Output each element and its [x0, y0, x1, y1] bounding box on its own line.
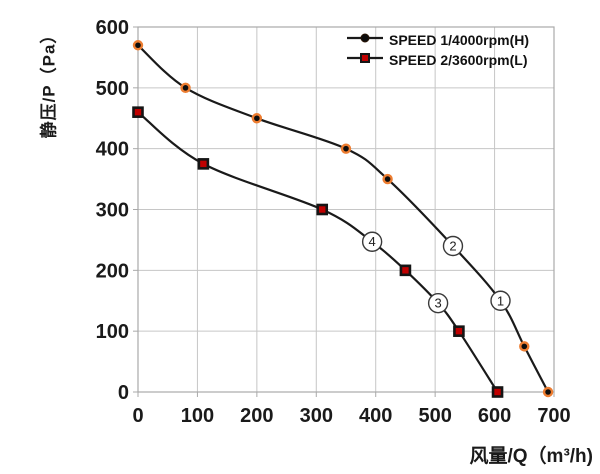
marker-speed1-point	[542, 386, 554, 398]
annotation-circle-1	[490, 290, 511, 311]
curve-speed1	[137, 44, 550, 393]
line-square-marker-icon	[346, 51, 384, 69]
line-circle-marker-icon	[346, 31, 384, 49]
legend-label-speed2: SPEED 2/3600rpm(L)	[389, 52, 528, 68]
marker-speed1-point	[519, 341, 530, 352]
y-tick-label: 500	[96, 78, 129, 100]
marker-speed1-point	[382, 173, 393, 185]
marker-speed2-point	[132, 106, 144, 118]
marker-speed2-point	[197, 158, 210, 170]
marker-speed1-point	[132, 40, 144, 51]
y-axis-title: 静压/P（Pa）	[39, 25, 59, 139]
x-tick-label: 200	[240, 405, 273, 427]
y-tick-label: 400	[96, 139, 129, 161]
marker-speed2-point	[399, 264, 412, 277]
marker-speed2-point	[316, 203, 329, 216]
marker-speed2-point	[491, 386, 504, 398]
annotation-digit-3: 3	[434, 296, 441, 311]
x-tick-label: 500	[418, 405, 451, 427]
x-axis-title: 风量/Q（m³/h)	[469, 446, 594, 467]
annotation-digit-2: 2	[449, 239, 456, 254]
legend-entry-speed2: SPEED 2/3600rpm(L)	[346, 50, 529, 70]
annotation-digit-4: 4	[369, 234, 376, 249]
y-tick-label: 600	[96, 17, 129, 39]
x-tick-label: 700	[537, 405, 570, 427]
plot-border	[137, 26, 555, 393]
marker-speed2-point	[453, 325, 465, 337]
annotation-circle-2	[442, 235, 464, 257]
legend-label-speed1: SPEED 1/4000rpm(H)	[389, 32, 530, 48]
x-tick-label: 600	[478, 405, 511, 427]
x-tick-label: 400	[359, 405, 392, 427]
y-tick-label: 300	[96, 200, 129, 222]
marker-speed1-point	[340, 143, 352, 154]
annotation-circle-4	[361, 231, 383, 252]
legend-entry-speed1: SPEED 1/4000rpm(H)	[346, 30, 529, 50]
y-tick-label: 200	[96, 260, 129, 282]
y-tick-label: 100	[96, 321, 129, 343]
curve-speed2	[137, 111, 499, 393]
x-tick-label: 300	[300, 405, 333, 427]
annotation-digit-1: 1	[497, 293, 504, 308]
x-tick-label: 0	[132, 405, 143, 427]
marker-speed1-point	[180, 82, 191, 94]
marker-speed1-point	[251, 113, 263, 124]
legend: SPEED 1/4000rpm(H) SPEED 2/3600rpm(L)	[346, 30, 529, 70]
y-tick-label: 0	[118, 382, 129, 404]
x-tick-label: 100	[181, 405, 214, 427]
annotation-circle-3	[427, 292, 449, 314]
